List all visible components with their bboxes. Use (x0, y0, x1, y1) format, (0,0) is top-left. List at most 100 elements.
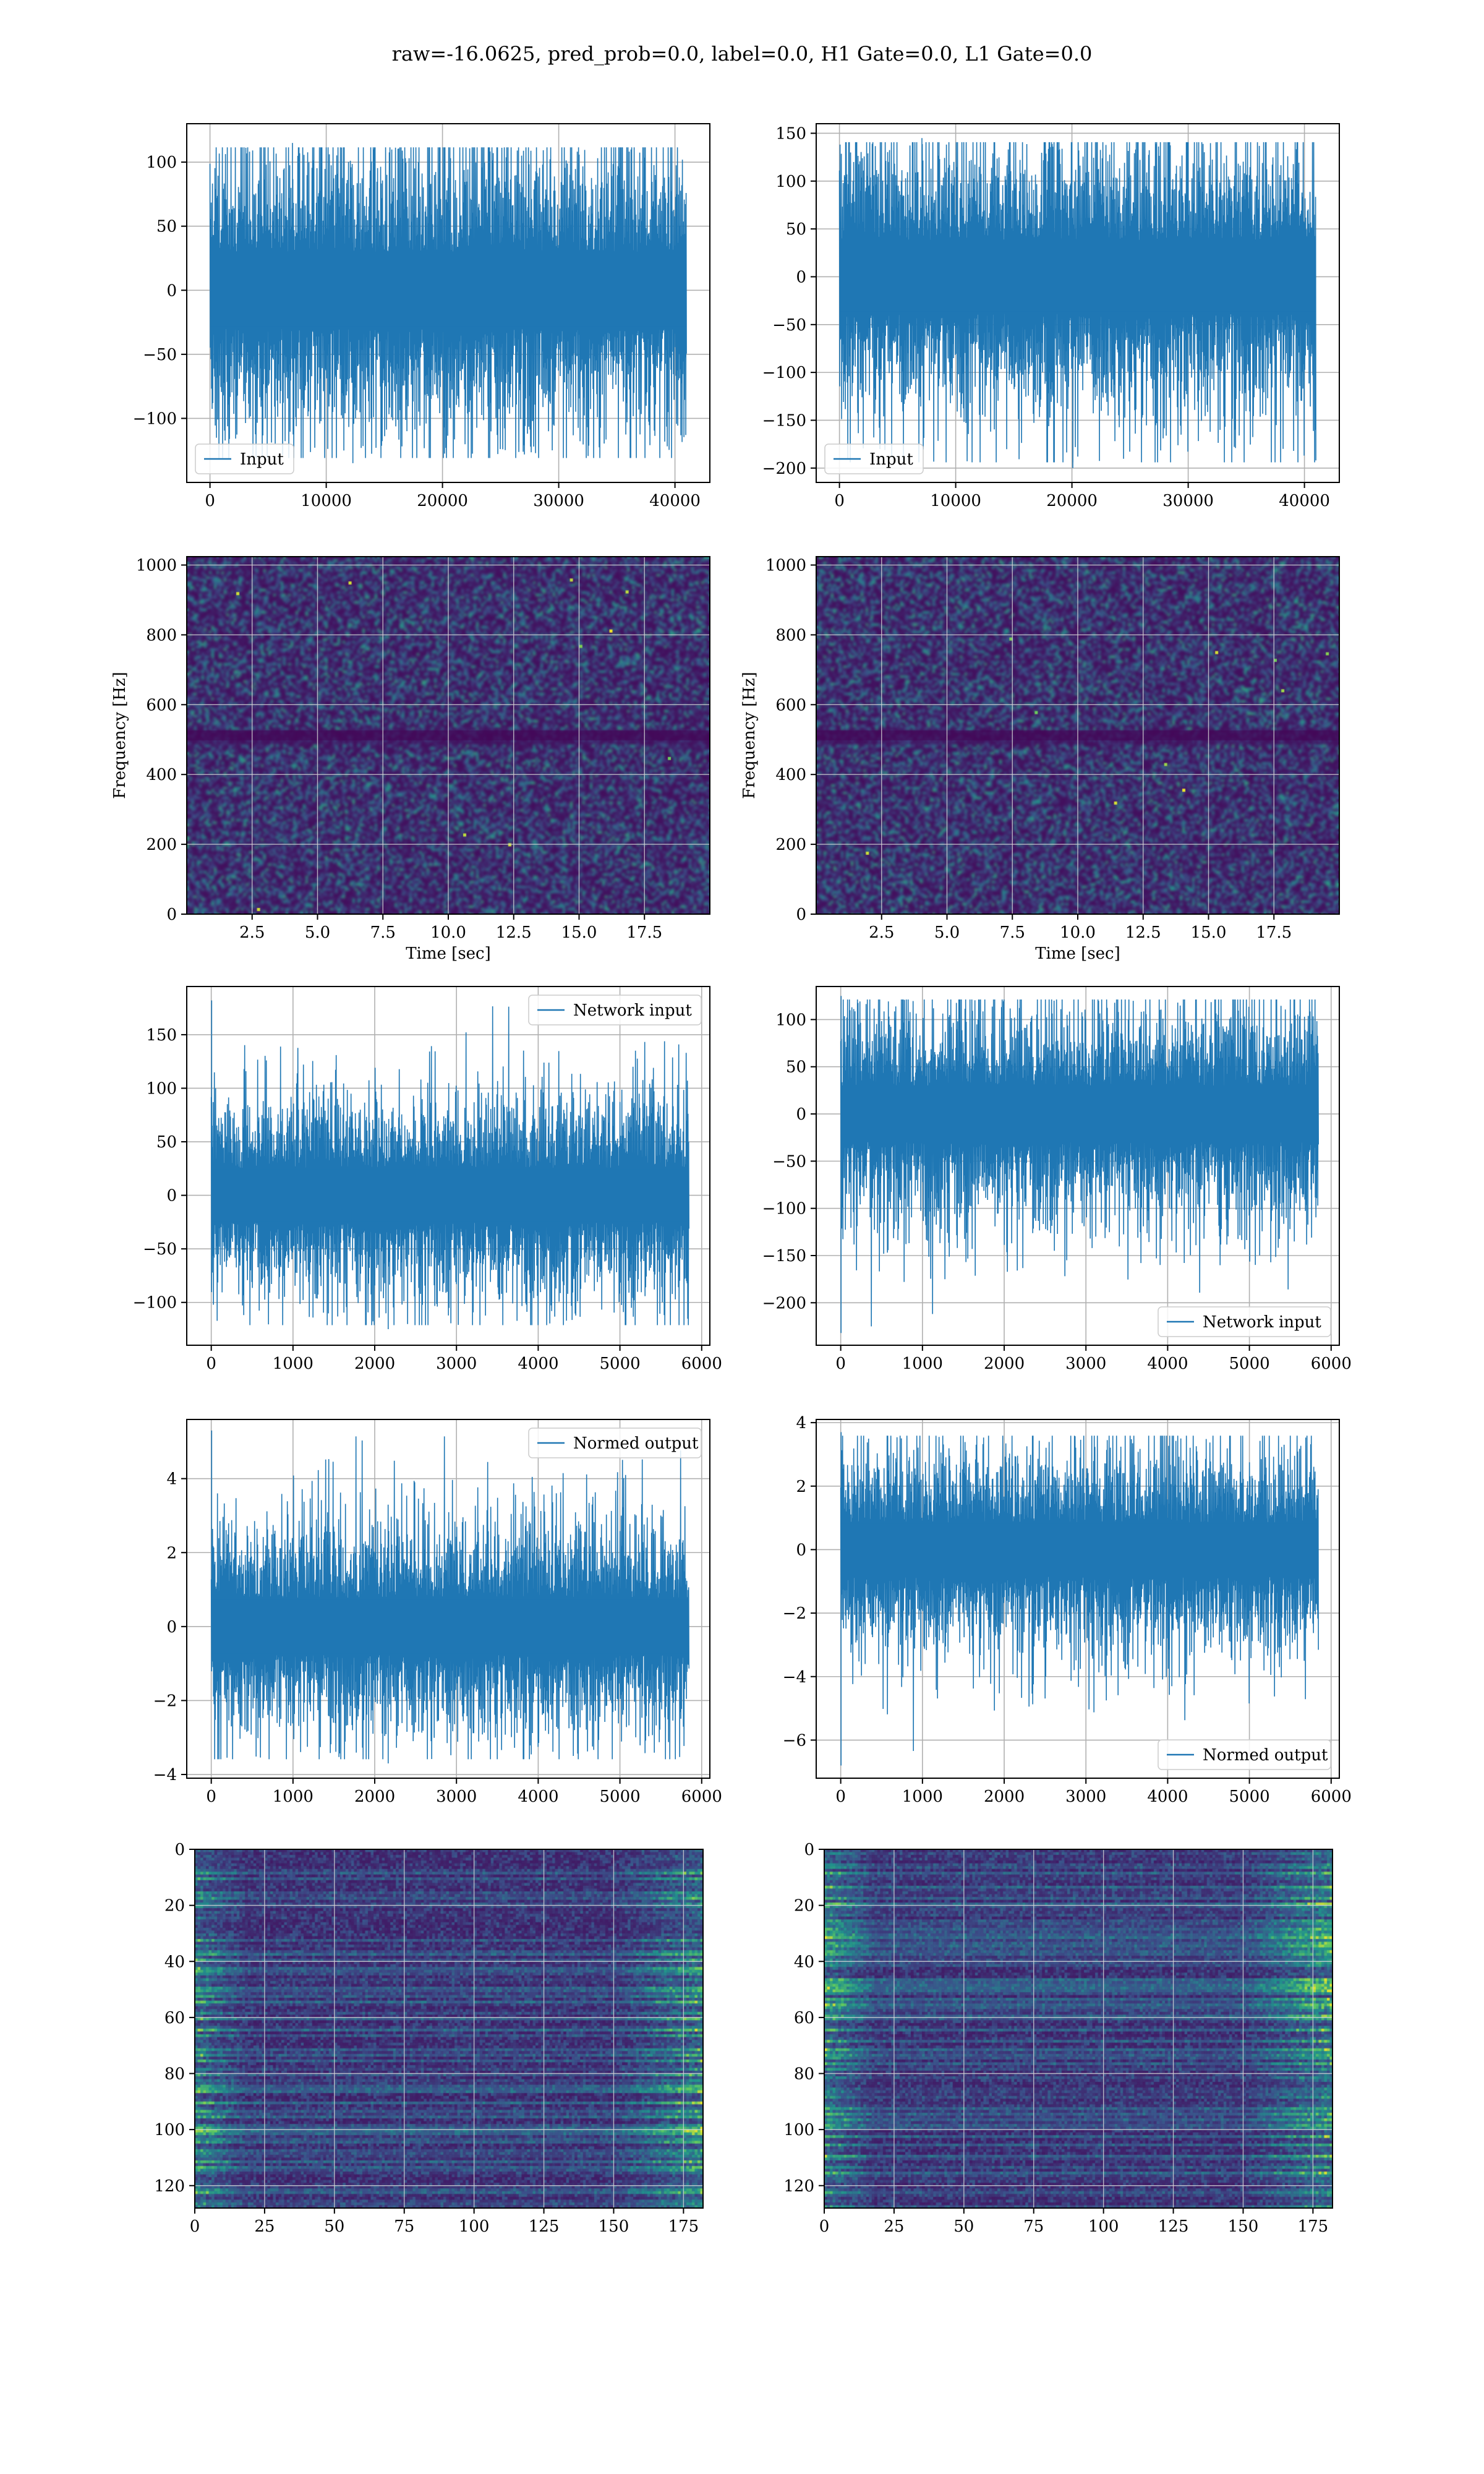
y-tick-label: −6 (783, 1731, 806, 1750)
y-tick-label: 600 (146, 696, 177, 714)
y-tick-label: −150 (762, 1247, 806, 1265)
y-tick-label: 50 (156, 218, 177, 236)
y-tick-label: 2 (166, 1544, 177, 1562)
x-tick-label: 2.5 (869, 923, 894, 942)
heatmap-image-feature-map-h1 (195, 1849, 703, 2208)
y-tick-label: −150 (762, 411, 806, 430)
legend-label: Normed output (573, 1434, 699, 1453)
x-tick-label: 3000 (1065, 1355, 1106, 1373)
y-tick-label: −2 (153, 1692, 177, 1710)
x-tick-label: 100 (1088, 2217, 1119, 2236)
x-tick-label: 3000 (436, 1787, 477, 1806)
x-tick-label: 7.5 (1000, 923, 1025, 942)
x-tick-label: 1000 (273, 1355, 313, 1373)
x-tick-label: 6000 (681, 1355, 722, 1373)
legend-label: Normed output (1203, 1746, 1328, 1765)
series-core-band (840, 1523, 1318, 1575)
x-tick-label: 0 (205, 492, 215, 510)
x-tick-label: 0 (835, 1355, 846, 1373)
axes-frame (816, 123, 1340, 483)
y-tick-label: −50 (772, 316, 806, 335)
y-tick-label: −50 (772, 1152, 806, 1171)
y-axis-label: Frequency [Hz] (740, 672, 759, 799)
legend-box (1158, 1306, 1331, 1337)
x-tick-label: 20000 (1046, 492, 1098, 510)
y-tick-label: 400 (146, 766, 177, 784)
x-tick-label: 50 (953, 2217, 974, 2236)
y-tick-label: 50 (786, 220, 806, 239)
x-tick-label: 125 (529, 2217, 560, 2236)
axes-frame (194, 1849, 704, 2209)
y-tick-label: 800 (775, 626, 806, 644)
panel-spectrogram-h1: 2.5 5.0 7.5 10.0 12.5 15.0 17.5 0 200 400 600 800 10… (111, 556, 710, 963)
y-tick-label: −100 (762, 1200, 806, 1218)
x-tick-label: 5000 (600, 1787, 641, 1806)
legend-label: Input (240, 450, 284, 469)
y-tick-label: 0 (796, 268, 806, 286)
y-tick-label: 100 (783, 2121, 814, 2139)
series-normed-output-h1 (210, 1430, 689, 1764)
y-tick-label: 600 (775, 696, 806, 714)
x-tick-label: 25 (884, 2217, 904, 2236)
y-tick-label: 50 (786, 1058, 806, 1077)
y-tick-label: 800 (146, 626, 177, 644)
legend-box (1158, 1739, 1331, 1770)
x-tick-label: 30000 (1162, 492, 1214, 510)
panel-feature-map-h1: 0 25 50 75 100 125 150 175 0 20 40 60 80 100 120 (154, 1841, 704, 2236)
axes-frame (816, 986, 1340, 1346)
panel-normed-output-l1: 0 1000 2000 3000 4000 5000 6000 −6 −4 −2 0 2 4 Normed… (783, 1414, 1352, 1806)
x-tick-label: 15.0 (561, 923, 597, 942)
x-tick-label: 2000 (354, 1355, 395, 1373)
x-tick-label: 6000 (681, 1787, 722, 1806)
x-tick-label: 175 (668, 2217, 699, 2236)
y-tick-label: 20 (794, 1897, 814, 1915)
legend-label: Input (869, 450, 913, 469)
y-tick-label: 150 (146, 1026, 177, 1045)
x-tick-label: 20000 (417, 492, 468, 510)
x-tick-label: 12.5 (1125, 923, 1161, 942)
y-tick-label: −100 (762, 364, 806, 382)
x-tick-label: 10.0 (1060, 923, 1096, 942)
y-tick-label: 1000 (765, 557, 806, 575)
x-tick-label: 40000 (1279, 492, 1330, 510)
y-tick-label: 4 (166, 1470, 177, 1489)
x-tick-label: 0 (190, 2217, 200, 2236)
x-tick-label: 0 (206, 1787, 216, 1806)
x-tick-label: 5000 (1229, 1787, 1270, 1806)
y-tick-label: −2 (783, 1604, 806, 1623)
y-tick-label: 0 (796, 905, 806, 924)
x-tick-label: 10000 (930, 492, 981, 510)
x-tick-label: 7.5 (370, 923, 396, 942)
y-tick-label: −4 (153, 1766, 177, 1784)
x-tick-label: 12.5 (496, 923, 532, 942)
y-tick-label: 100 (146, 153, 177, 172)
x-tick-label: 150 (1228, 2217, 1259, 2236)
x-tick-label: 1000 (273, 1787, 313, 1806)
y-tick-label: −4 (783, 1668, 806, 1687)
panel-feature-map-l1: 0 25 50 75 100 125 150 175 0 20 40 60 80 100 120 (783, 1841, 1333, 2236)
axes-frame (186, 123, 710, 483)
series-normed-output-l1 (840, 1432, 1319, 1766)
panel-network-input-h1: 0 1000 2000 3000 4000 5000 6000 −100 −50 0 50 100 15… (133, 986, 722, 1373)
y-tick-label: 4 (796, 1414, 806, 1432)
x-tick-label: 2000 (984, 1787, 1025, 1806)
y-tick-label: 0 (804, 1841, 814, 1859)
legend-box (195, 443, 294, 474)
x-tick-label: 5000 (600, 1355, 641, 1373)
y-tick-label: 100 (154, 2121, 185, 2139)
panel-normed-output-h1: 0 1000 2000 3000 4000 5000 6000 −4 −2 0 2 4 Normed o… (153, 1419, 722, 1806)
series-core-band (211, 1169, 689, 1222)
axes-frame (186, 1419, 710, 1779)
panel-spectrogram-l1: 2.5 5.0 7.5 10.0 12.5 15.0 17.5 0 200 400 600 800 10… (740, 556, 1340, 963)
x-tick-label: 0 (206, 1355, 216, 1373)
y-tick-label: 200 (146, 836, 177, 854)
legend-label: Network input (573, 1001, 692, 1020)
axes-frame (186, 986, 710, 1346)
x-tick-label: 175 (1298, 2217, 1329, 2236)
y-tick-label: 0 (796, 1541, 806, 1559)
legend-box (528, 995, 702, 1025)
x-tick-label: 150 (599, 2217, 629, 2236)
x-tick-label: 75 (1023, 2217, 1044, 2236)
x-tick-label: 125 (1158, 2217, 1189, 2236)
